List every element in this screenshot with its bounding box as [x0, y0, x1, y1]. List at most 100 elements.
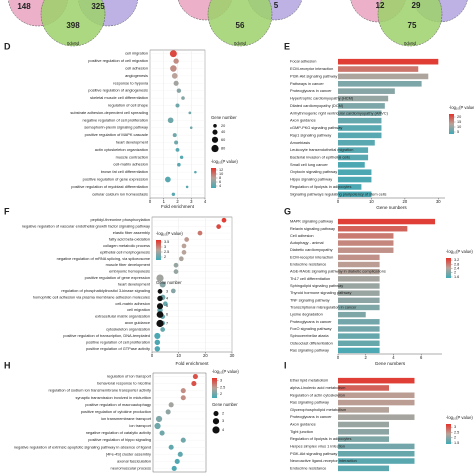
bar [338, 458, 415, 464]
category-label: cellular calcium ion homeostasis [92, 191, 148, 196]
category-label: positive regulation of gene expression [85, 275, 150, 280]
dot [171, 465, 177, 472]
color-legend-title: -log₁₀(P value) [211, 159, 238, 164]
category-label: cell-matrix adhesion [113, 162, 148, 167]
color-tick-label: 15 [457, 120, 461, 124]
category-label: regulation of phosphatidylinositol 3-kin… [61, 288, 150, 293]
category-label: Pathways in cancer [290, 81, 324, 86]
category-label: positive regulation of transcription, DN… [63, 333, 150, 338]
category-label: negative regulation of vascular endothel… [22, 224, 150, 229]
dot [181, 243, 187, 249]
category-label: elastic fiber assembly [113, 230, 150, 235]
venn-count: 75 [408, 21, 417, 30]
size-legend-dot [157, 289, 163, 294]
category-label: regulation of cell shape [108, 103, 148, 108]
x-axis-label: Gene numbers [375, 361, 406, 366]
color-tick-label: 2.8 [454, 262, 459, 266]
dot [221, 217, 227, 223]
category-label: actin cytoskeleton organization [95, 147, 148, 152]
category-label: substrate adhesion-dependent cell spread… [70, 110, 148, 115]
category-label: Regulation of lipolysis in adipocytes [290, 436, 351, 441]
category-label: Sphingolipid signaling pathway [290, 283, 343, 288]
category-label: Rap1 signaling pathway [290, 132, 331, 137]
bar [338, 233, 394, 239]
size-legend-label: 60 [221, 138, 225, 142]
bar [338, 326, 380, 332]
color-tick-label: 2.5 [454, 430, 459, 434]
bar [338, 465, 389, 472]
category-label: behavioral response to nicotine [97, 381, 151, 386]
size-legend-dot [156, 311, 164, 318]
x-tick-label: 0 [337, 199, 340, 204]
color-bar [446, 258, 451, 278]
bar [338, 414, 415, 420]
bar [338, 240, 394, 246]
color-tick-label: 12 [219, 168, 223, 172]
bar [338, 132, 382, 139]
bar [338, 443, 415, 450]
x-tick-label: 2 [365, 355, 368, 360]
dot [173, 262, 179, 268]
bar [338, 66, 419, 72]
dot [172, 133, 177, 138]
dot [159, 281, 166, 288]
bar [338, 154, 369, 161]
category-label: Diabetic cardiomyopathy [290, 247, 333, 252]
category-label: Focal adhesion [290, 59, 316, 64]
category-label: cell migration [125, 51, 148, 56]
category-label: AGE-RAGE signaling pathway in diabetic c… [290, 269, 386, 274]
size-legend-dot [156, 303, 164, 310]
category-label: cGMP-PKG signaling pathway [290, 125, 342, 130]
venn-label: 0dv9d [234, 41, 247, 46]
category-label: Ras signaling pathway [290, 347, 329, 352]
bar [338, 319, 380, 325]
size-legend-label: 7 [166, 322, 168, 326]
x-tick-label: 4 [392, 355, 395, 360]
venn-circle [207, 0, 273, 47]
color-tick-label: 20 [457, 115, 461, 119]
category-label: Neuroactive ligand-receptor interaction [290, 458, 357, 463]
category-label: Hypertrophic cardiomyopathy (HCM) [290, 96, 354, 101]
venn-count: 398 [66, 21, 80, 30]
color-bar [156, 240, 161, 260]
bar [338, 283, 380, 289]
x-tick-label: 4 [204, 199, 207, 204]
dot [171, 73, 178, 79]
dot [178, 256, 184, 262]
category-label: [4Fe-4S] cluster assembly [106, 451, 151, 456]
dot [160, 327, 166, 332]
color-bar [446, 424, 451, 444]
venn-count: 56 [236, 21, 245, 30]
dot [184, 237, 190, 242]
plot-frame [152, 372, 207, 473]
dot [191, 381, 197, 387]
bar [338, 436, 389, 442]
category-label: Relaxin signaling pathway [290, 226, 335, 231]
bar [338, 73, 429, 80]
category-label: positive regulation of cell migration [88, 58, 148, 63]
bar [338, 304, 380, 311]
category-label: ECM-receptor interaction [290, 254, 333, 259]
x-tick-label: 3 [190, 199, 193, 204]
venn-count: 5 [274, 1, 279, 10]
color-bar [211, 168, 216, 188]
category-label: Regulation of lipolysis in adipocytes [290, 184, 351, 189]
dot [174, 140, 179, 145]
x-axis-label: Gene numbers [376, 205, 407, 210]
category-label: positive regulation of gene expression [83, 177, 148, 182]
dot [216, 224, 222, 229]
dot [188, 111, 192, 115]
dot [169, 50, 177, 58]
category-label: skeletal muscle cell differentiation [90, 95, 148, 100]
color-legend-title: -log₁₀(P value) [156, 231, 183, 236]
category-label: cytoskeleton organization [106, 327, 150, 332]
venn-circle [40, 0, 106, 47]
category-label: Axon guidance [290, 422, 316, 427]
color-tick-label: 2 [454, 436, 456, 440]
bar [338, 95, 389, 102]
category-label: Dilated cardiomyopathy (DCM) [290, 103, 344, 108]
category-label: Glycerophospholipid metabolism [290, 407, 346, 412]
dot [173, 269, 179, 274]
dot [181, 250, 187, 255]
dot [155, 415, 163, 423]
